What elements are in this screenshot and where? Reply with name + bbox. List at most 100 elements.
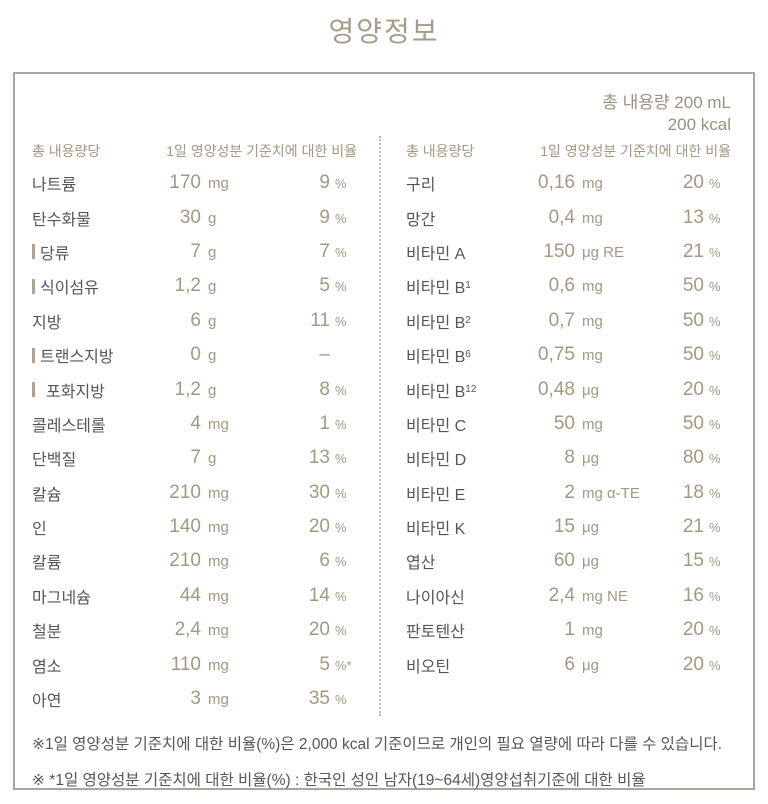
table-row: 탄수화물 30 g 9% [32,200,357,234]
nutrient-daily-pct: 50% [682,412,721,434]
nutrient-daily-pct: 7% [319,240,347,262]
table-row: 비타민 A 150 μg RE 21% [406,235,731,269]
table-row: 판토텐산 1 mg 20% [406,613,731,647]
sub-item-bar [32,278,35,294]
nutrient-name: 구리 [406,177,436,195]
nutrient-amount: 140 mg [169,516,229,538]
table-row: 칼슘 210 mg 30% [32,476,357,510]
nutrient-name: 탄수화물 [32,211,91,229]
nutrient-amount: 1 mg [564,619,603,641]
nutrient-daily-pct: 1% [319,412,347,434]
table-row: 비타민 B 12 0,48 μg 20% [406,372,731,406]
nutrient-daily-pct: 30% [308,481,347,503]
page-title: 영양정보 [328,16,440,47]
nutrient-name: 엽산 [406,555,436,573]
table-row: 콜레스테롤 4 mg 1% [32,407,357,441]
nutrient-daily-pct: 20% [682,653,721,675]
nutrient-name: 트랜스지방 [32,343,123,367]
nutrient-amount: 0,48 μg [538,378,599,400]
nutrient-daily-pct: 9% [319,172,347,194]
nutrient-name: 인 [32,521,47,539]
table-row: 비타민 E 2 mg α-TE 18% [406,476,731,510]
header-per-serving: 총 내용량당 [32,143,101,159]
nutrient-amount: 60 μg [553,550,599,572]
nutrient-name: 나트륨 [32,177,77,195]
nutrient-name: 포화지방 [32,378,123,402]
nutrient-name: 칼륨 [32,555,62,573]
footnote-daily-value-basis: ※1일 영양성분 기준치에 대한 비율(%)은 2,000 kcal 기준이므로… [32,736,723,754]
total-content: 총 내용량 200 mL 200 kcal [15,74,753,136]
nutrient-daily-pct: 20% [682,619,721,641]
footnote-korean-adult-male: ※ *1일 영양성분 기준치에 대한 비율(%) : 한국인 성인 남자(19~… [32,772,646,790]
nutrient-amount: 0,4 mg [548,206,603,228]
total-energy: 200 kcal [667,115,731,134]
nutrient-amount: 8 μg [564,447,599,469]
nutrient-name: 비타민 A [406,245,466,263]
nutrient-name: 비타민 K [406,521,466,539]
nutrient-amount: 15 μg [553,516,599,538]
column-header-left: 총 내용량당 1일 영양성분 기준치에 대한 비율 [32,136,357,166]
nutrient-daily-pct: 20% [308,619,347,641]
nutrient-daily-pct: 13% [308,447,347,469]
nutrient-name: 비오틴 [406,658,451,676]
nutrient-rows-right: 구리 0,16 mg 20% 망간 0,4 mg 13% 비타민 A 150 μg R… [406,166,731,682]
nutrient-daily-pct: 50% [682,309,721,331]
nutrient-name: 마그네슘 [32,589,91,607]
nutrient-name: 콜레스테롤 [32,417,106,435]
nutrient-amount: 2 mg α-TE [564,481,640,503]
nutrient-daily-pct: 8% [319,378,347,400]
nutrient-daily-pct: 9% [319,206,347,228]
nutrient-column-right: 총 내용량당 1일 영양성분 기준치에 대한 비율 구리 0,16 mg 20% … [381,136,753,716]
nutrient-name: 판토텐산 [406,624,465,642]
header-per-serving: 총 내용량당 [406,143,475,159]
nutrient-name: 철분 [32,624,62,642]
table-row: 비타민 C 50 mg 50% [406,407,731,441]
nutrient-daily-pct: 6% [319,550,347,572]
nutrient-daily-pct: 11% [310,309,347,331]
sub-item-bar [32,382,35,398]
nutrient-daily-pct: 16% [682,584,721,606]
nutrient-daily-pct: 50% [682,275,721,297]
table-row: 식이섬유 1,2 g 5% [32,269,357,303]
table-row: 구리 0,16 mg 20% [406,166,731,200]
table-row: 마그네슘 44 mg 14% [32,579,357,613]
nutrient-amount: 0,7 mg [548,309,603,331]
nutrient-name: 당류 [32,240,123,264]
nutrient-amount: 3 mg [190,688,229,710]
nutrient-daily-pct: 5% [319,275,347,297]
nutrient-daily-pct: 21% [682,240,721,262]
nutrient-columns: 총 내용량당 1일 영양성분 기준치에 대한 비율 나트륨 170 mg 9% 탄… [15,136,753,717]
nutrient-amount: 1,2 g [174,275,217,297]
nutrient-name: 나이아신 [406,589,465,607]
nutrient-amount: 1,2 g [174,378,217,400]
table-row: 아연 3 mg 35% [32,682,357,716]
nutrient-amount: 4 mg [190,412,229,434]
nutrient-name: 지방 [32,314,62,332]
nutrient-daily-pct: 50% [682,344,721,366]
table-row: 칼륨 210 mg 6% [32,544,357,578]
table-row: 나이아신 2,4 mg NE 16% [406,579,731,613]
nutrient-amount: 50 mg [553,412,603,434]
nutrient-daily-pct: 14% [308,584,347,606]
table-row: 비타민 D 8 μg 80% [406,441,731,475]
nutrient-amount: 210 mg [169,550,229,572]
nutrient-daily-pct: 20% [682,378,721,400]
nutrient-daily-pct: 20% [308,516,347,538]
nutrient-amount: 110 mg [170,653,229,675]
header-daily-value: 1일 영양성분 기준치에 대한 비율 [166,143,357,159]
sub-item-bar [32,347,35,363]
total-volume: 총 내용량 200 mL [602,93,731,112]
nutrient-amount: 2,4 mg [174,619,229,641]
nutrient-name: 비타민 C [406,417,467,435]
nutrient-amount: 0,6 mg [548,275,603,297]
nutrient-daily-pct: 15% [682,550,721,572]
